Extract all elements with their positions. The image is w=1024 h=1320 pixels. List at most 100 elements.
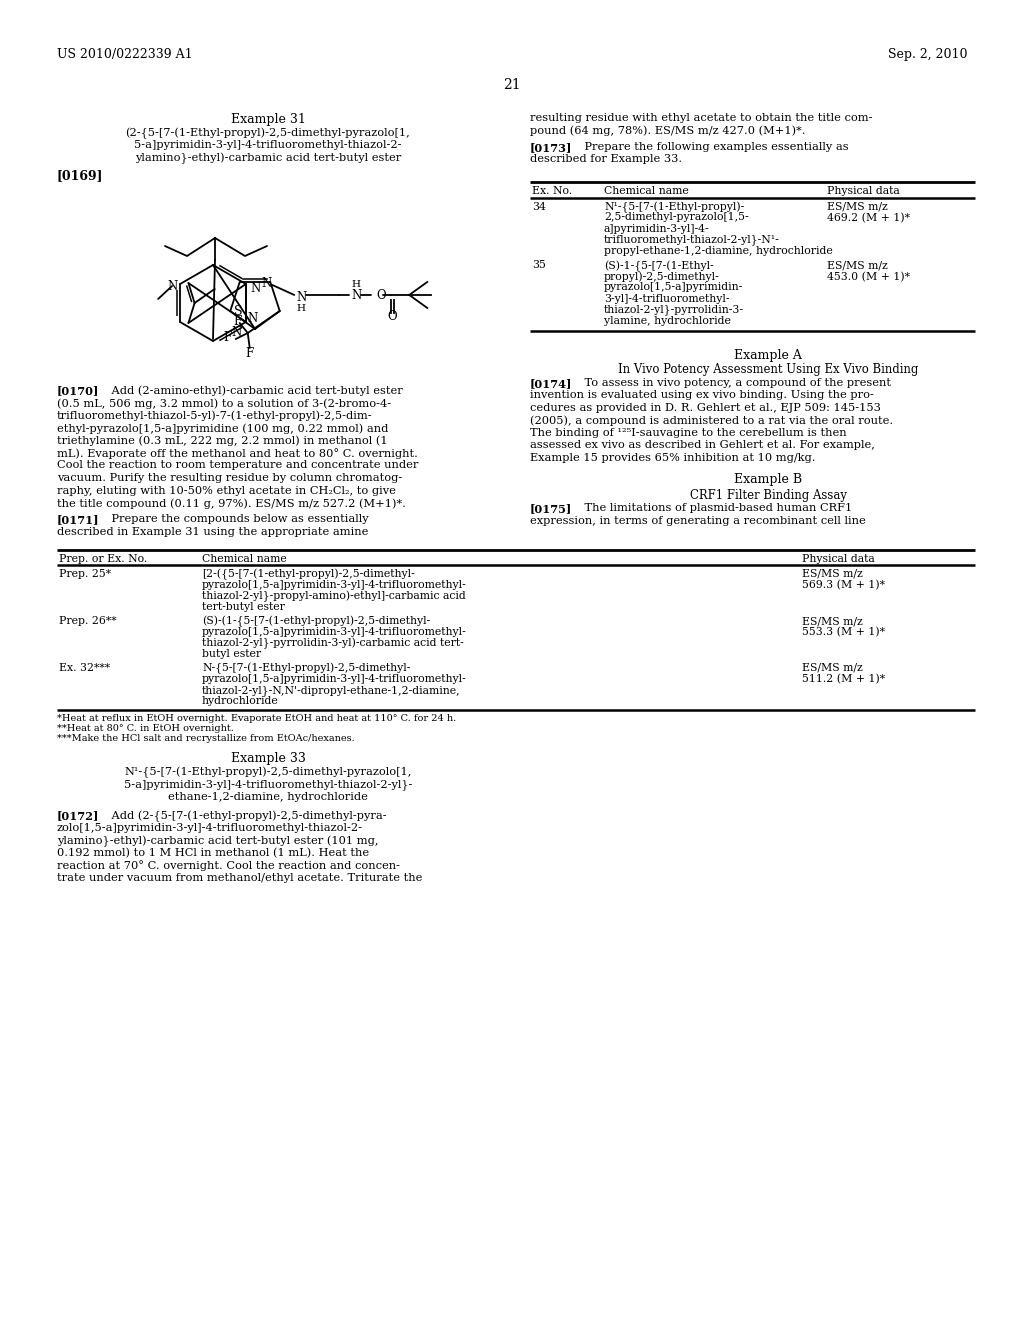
Text: N: N	[251, 281, 261, 294]
Text: cedures as provided in D. R. Gehlert et al., EJP 509: 145-153: cedures as provided in D. R. Gehlert et …	[530, 403, 881, 413]
Text: Example A: Example A	[734, 348, 802, 362]
Text: 21: 21	[503, 78, 521, 92]
Text: Add (2-{5-[7-(1-ethyl-propyl)-2,5-dimethyl-pyra-: Add (2-{5-[7-(1-ethyl-propyl)-2,5-dimeth…	[97, 810, 387, 822]
Text: Example 33: Example 33	[230, 752, 305, 766]
Text: Sep. 2, 2010: Sep. 2, 2010	[888, 48, 967, 61]
Text: F: F	[233, 314, 242, 327]
Text: [0173]: [0173]	[530, 143, 572, 153]
Text: N: N	[231, 326, 242, 339]
Text: 469.2 (M + 1)*: 469.2 (M + 1)*	[827, 213, 910, 223]
Text: triethylamine (0.3 mL, 222 mg, 2.2 mmol) in methanol (1: triethylamine (0.3 mL, 222 mg, 2.2 mmol)…	[57, 436, 388, 446]
Text: Chemical name: Chemical name	[202, 553, 287, 564]
Text: trifluoromethyl-thiazol-5-yl)-7-(1-ethyl-propyl)-2,5-dim-: trifluoromethyl-thiazol-5-yl)-7-(1-ethyl…	[57, 411, 373, 421]
Text: Chemical name: Chemical name	[604, 186, 689, 195]
Text: 453.0 (M + 1)*: 453.0 (M + 1)*	[827, 272, 910, 281]
Text: described for Example 33.: described for Example 33.	[530, 154, 682, 165]
Text: In Vivo Potency Assessment Using Ex Vivo Binding: In Vivo Potency Assessment Using Ex Vivo…	[617, 363, 919, 376]
Text: O: O	[387, 310, 397, 323]
Text: Example 31: Example 31	[230, 114, 305, 125]
Text: ***Make the HCl salt and recrystallize from EtOAc/hexanes.: ***Make the HCl salt and recrystallize f…	[57, 734, 354, 743]
Text: N: N	[167, 280, 177, 293]
Text: a]pyrimidin-3-yl]-4-: a]pyrimidin-3-yl]-4-	[604, 223, 710, 234]
Text: propyl-ethane-1,2-diamine, hydrochloride: propyl-ethane-1,2-diamine, hydrochloride	[604, 246, 833, 256]
Text: pyrazolo[1,5-a]pyrimidin-: pyrazolo[1,5-a]pyrimidin-	[604, 282, 743, 293]
Text: [0175]: [0175]	[530, 503, 572, 513]
Text: N: N	[351, 289, 361, 302]
Text: ES/MS m/z: ES/MS m/z	[827, 260, 888, 271]
Text: (0.5 mL, 506 mg, 3.2 mmol) to a solution of 3-(2-bromo-4-: (0.5 mL, 506 mg, 3.2 mmol) to a solution…	[57, 399, 391, 409]
Text: N: N	[296, 292, 306, 305]
Text: The binding of ¹²⁵I-sauvagine to the cerebellum is then: The binding of ¹²⁵I-sauvagine to the cer…	[530, 428, 847, 438]
Text: tert-butyl ester: tert-butyl ester	[202, 602, 285, 612]
Text: [0174]: [0174]	[530, 378, 572, 389]
Text: thiazol-2-yl}-propyl-amino)-ethyl]-carbamic acid: thiazol-2-yl}-propyl-amino)-ethyl]-carba…	[202, 591, 466, 602]
Text: Physical data: Physical data	[827, 186, 900, 195]
Text: vacuum. Purify the resulting residue by column chromatog-: vacuum. Purify the resulting residue by …	[57, 473, 402, 483]
Text: Cool the reaction to room temperature and concentrate under: Cool the reaction to room temperature an…	[57, 461, 419, 470]
Text: 5-a]pyrimidin-3-yl]-4-trifluoromethyl-thiazol-2-yl}-: 5-a]pyrimidin-3-yl]-4-trifluoromethyl-th…	[124, 780, 413, 791]
Text: Example B: Example B	[734, 474, 802, 487]
Text: H: H	[296, 305, 305, 313]
Text: 35: 35	[532, 260, 546, 271]
Text: trate under vacuum from methanol/ethyl acetate. Triturate the: trate under vacuum from methanol/ethyl a…	[57, 873, 422, 883]
Text: N¹-{5-[7-(1-Ethyl-propyl)-2,5-dimethyl-pyrazolo[1,: N¹-{5-[7-(1-Ethyl-propyl)-2,5-dimethyl-p…	[124, 767, 412, 779]
Text: [0170]: [0170]	[57, 385, 99, 396]
Text: ylamino}-ethyl)-carbamic acid tert-butyl ester: ylamino}-ethyl)-carbamic acid tert-butyl…	[135, 153, 401, 165]
Text: *Heat at reflux in EtOH overnight. Evaporate EtOH and heat at 110° C. for 24 h.: *Heat at reflux in EtOH overnight. Evapo…	[57, 714, 457, 723]
Text: ES/MS m/z: ES/MS m/z	[802, 569, 863, 579]
Text: H: H	[351, 280, 360, 289]
Text: N: N	[261, 277, 271, 290]
Text: [2-({5-[7-(1-ethyl-propyl)-2,5-dimethyl-: [2-({5-[7-(1-ethyl-propyl)-2,5-dimethyl-	[202, 569, 415, 581]
Text: pound (64 mg, 78%). ES/MS m/z 427.0 (M+1)*.: pound (64 mg, 78%). ES/MS m/z 427.0 (M+1…	[530, 125, 806, 136]
Text: trifluoromethyl-thiazol-2-yl}-N¹-: trifluoromethyl-thiazol-2-yl}-N¹-	[604, 235, 779, 246]
Text: described in Example 31 using the appropriate amine: described in Example 31 using the approp…	[57, 527, 369, 537]
Text: [0171]: [0171]	[57, 515, 99, 525]
Text: pyrazolo[1,5-a]pyrimidin-3-yl]-4-trifluoromethyl-: pyrazolo[1,5-a]pyrimidin-3-yl]-4-trifluo…	[202, 579, 467, 590]
Text: 569.3 (M + 1)*: 569.3 (M + 1)*	[802, 579, 885, 590]
Text: F: F	[246, 347, 254, 359]
Text: pyrazolo[1,5-a]pyrimidin-3-yl]-4-trifluoromethyl-: pyrazolo[1,5-a]pyrimidin-3-yl]-4-trifluo…	[202, 675, 467, 684]
Text: 5-a]pyrimidin-3-yl]-4-trifluoromethyl-thiazol-2-: 5-a]pyrimidin-3-yl]-4-trifluoromethyl-th…	[134, 140, 401, 150]
Text: To assess in vivo potency, a compound of the present: To assess in vivo potency, a compound of…	[570, 378, 891, 388]
Text: ylamino}-ethyl)-carbamic acid tert-butyl ester (101 mg,: ylamino}-ethyl)-carbamic acid tert-butyl…	[57, 836, 379, 847]
Text: Prep. or Ex. No.: Prep. or Ex. No.	[59, 553, 147, 564]
Text: ylamine, hydrochloride: ylamine, hydrochloride	[604, 315, 731, 326]
Text: raphy, eluting with 10-50% ethyl acetate in CH₂Cl₂, to give: raphy, eluting with 10-50% ethyl acetate…	[57, 486, 396, 495]
Text: resulting residue with ethyl acetate to obtain the title com-: resulting residue with ethyl acetate to …	[530, 114, 872, 123]
Text: expression, in terms of generating a recombinant cell line: expression, in terms of generating a rec…	[530, 516, 865, 525]
Text: thiazol-2-yl}-pyrrolidin-3-yl)-carbamic acid tert-: thiazol-2-yl}-pyrrolidin-3-yl)-carbamic …	[202, 638, 464, 649]
Text: zolo[1,5-a]pyrimidin-3-yl]-4-trifluoromethyl-thiazol-2-: zolo[1,5-a]pyrimidin-3-yl]-4-trifluorome…	[57, 822, 362, 833]
Text: Add (2-amino-ethyl)-carbamic acid tert-butyl ester: Add (2-amino-ethyl)-carbamic acid tert-b…	[97, 385, 402, 396]
Text: butyl ester: butyl ester	[202, 649, 261, 659]
Text: 2,5-dimethyl-pyrazolo[1,5-: 2,5-dimethyl-pyrazolo[1,5-	[604, 213, 749, 223]
Text: US 2010/0222339 A1: US 2010/0222339 A1	[57, 48, 193, 61]
Text: (2005), a compound is administered to a rat via the oral route.: (2005), a compound is administered to a …	[530, 416, 893, 426]
Text: assessed ex vivo as described in Gehlert et al. For example,: assessed ex vivo as described in Gehlert…	[530, 441, 874, 450]
Text: ethane-1,2-diamine, hydrochloride: ethane-1,2-diamine, hydrochloride	[168, 792, 368, 803]
Text: Physical data: Physical data	[802, 553, 874, 564]
Text: Prep. 25*: Prep. 25*	[59, 569, 112, 579]
Text: Prepare the following examples essentially as: Prepare the following examples essential…	[570, 143, 849, 152]
Text: ES/MS m/z: ES/MS m/z	[802, 616, 863, 626]
Text: 3-yl]-4-trifluoromethyl-: 3-yl]-4-trifluoromethyl-	[604, 293, 729, 304]
Text: [0172]: [0172]	[57, 810, 99, 821]
Text: ES/MS m/z: ES/MS m/z	[827, 202, 888, 211]
Text: Ex. 32***: Ex. 32***	[59, 663, 111, 673]
Text: 34: 34	[532, 202, 546, 211]
Text: (S)-(1-{5-[7-(1-ethyl-propyl)-2,5-dimethyl-: (S)-(1-{5-[7-(1-ethyl-propyl)-2,5-dimeth…	[202, 616, 430, 627]
Text: N-{5-[7-(1-Ethyl-propyl)-2,5-dimethyl-: N-{5-[7-(1-Ethyl-propyl)-2,5-dimethyl-	[202, 663, 411, 675]
Text: CRF1 Filter Binding Assay: CRF1 Filter Binding Assay	[689, 488, 847, 502]
Text: pyrazolo[1,5-a]pyrimidin-3-yl]-4-trifluoromethyl-: pyrazolo[1,5-a]pyrimidin-3-yl]-4-trifluo…	[202, 627, 467, 638]
Text: (2-{5-[7-(1-Ethyl-propyl)-2,5-dimethyl-pyrazolo[1,: (2-{5-[7-(1-Ethyl-propyl)-2,5-dimethyl-p…	[126, 128, 411, 140]
Text: hydrochloride: hydrochloride	[202, 696, 279, 706]
Text: F: F	[223, 330, 231, 343]
Text: (S)-1-{5-[7-(1-Ethyl-: (S)-1-{5-[7-(1-Ethyl-	[604, 260, 714, 272]
Text: Ex. No.: Ex. No.	[532, 186, 572, 195]
Text: ES/MS m/z: ES/MS m/z	[802, 663, 863, 673]
Text: Prep. 26**: Prep. 26**	[59, 616, 117, 626]
Text: propyl)-2,5-dimethyl-: propyl)-2,5-dimethyl-	[604, 272, 720, 282]
Text: 553.3 (M + 1)*: 553.3 (M + 1)*	[802, 627, 885, 638]
Text: 0.192 mmol) to 1 M HCl in methanol (1 mL). Heat the: 0.192 mmol) to 1 M HCl in methanol (1 mL…	[57, 847, 369, 858]
Text: ethyl-pyrazolo[1,5-a]pyrimidine (100 mg, 0.22 mmol) and: ethyl-pyrazolo[1,5-a]pyrimidine (100 mg,…	[57, 422, 388, 433]
Text: O: O	[376, 289, 386, 302]
